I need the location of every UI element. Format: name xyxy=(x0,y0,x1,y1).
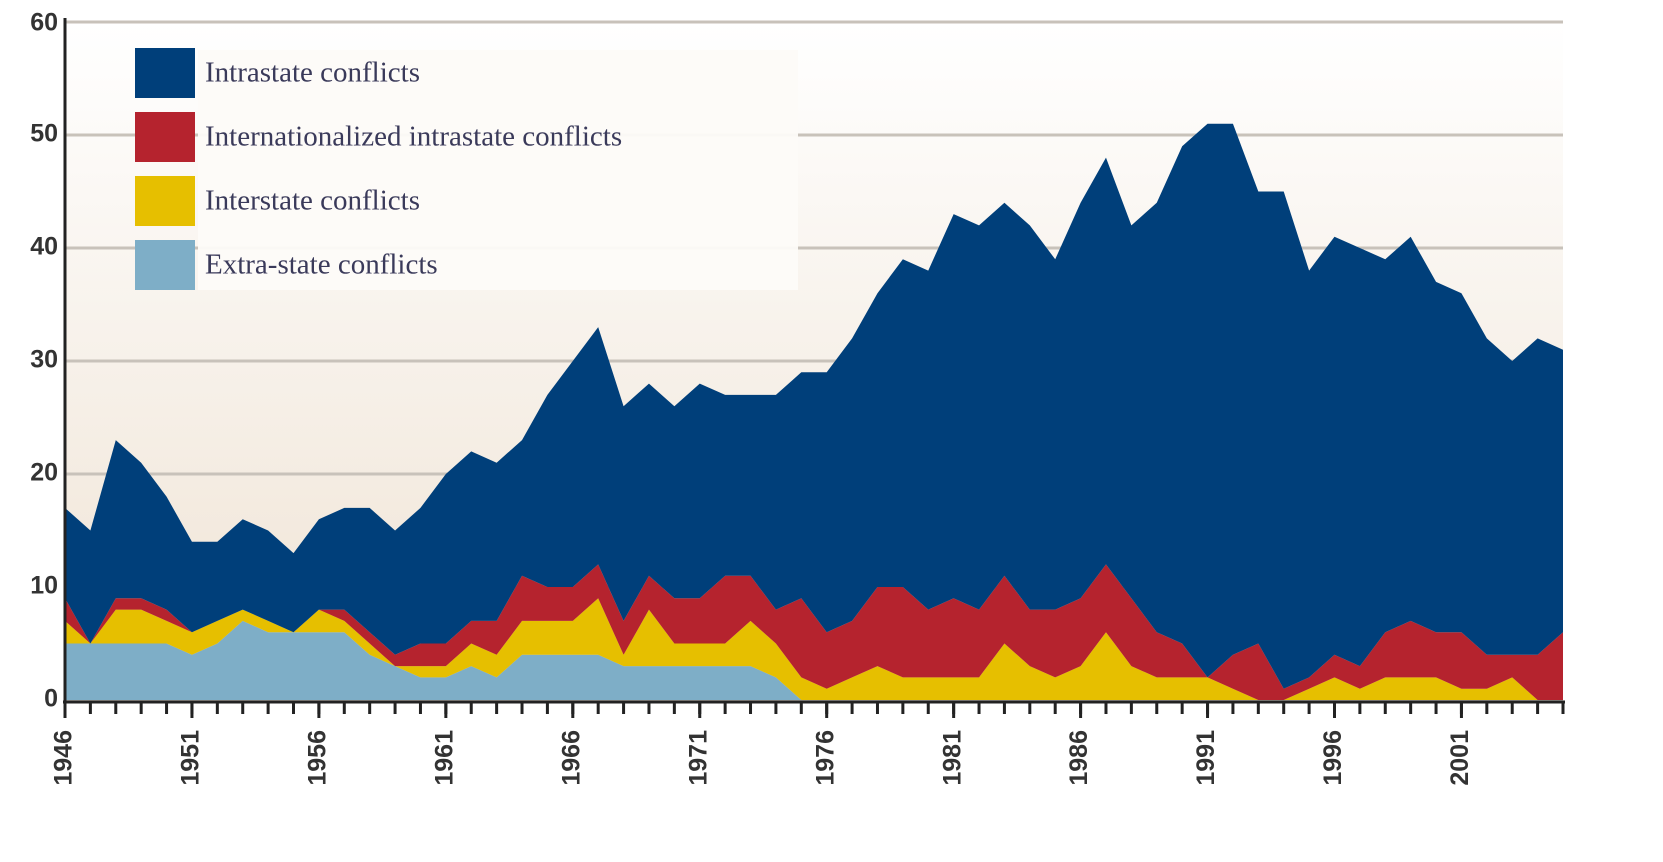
area xyxy=(65,564,1563,700)
legend-swatch xyxy=(135,112,195,162)
x-tick-label: 1986 xyxy=(1065,730,1093,786)
y-tick-label: 20 xyxy=(30,459,58,487)
legend-swatch xyxy=(135,240,195,290)
legend-label: Interstate conflicts xyxy=(205,185,420,217)
y-tick-label: 40 xyxy=(30,233,58,261)
y-tick-label: 30 xyxy=(30,346,58,374)
area xyxy=(65,123,1563,689)
area xyxy=(65,598,1563,700)
x-tick-label: 1951 xyxy=(177,730,205,786)
legend-swatch xyxy=(135,176,195,226)
x-tick-label: 1971 xyxy=(684,730,712,786)
y-tick-label: 0 xyxy=(44,685,58,713)
y-tick-label: 10 xyxy=(30,572,58,600)
x-tick-label: 1976 xyxy=(811,730,839,786)
legend-background xyxy=(198,50,798,290)
x-tick-label: 1991 xyxy=(1192,730,1220,786)
x-tick-label: 1946 xyxy=(50,730,78,786)
legend-label: Extra-state conflicts xyxy=(205,249,438,281)
x-tick-label: 1981 xyxy=(938,730,966,786)
x-tick-label: 2001 xyxy=(1446,730,1474,786)
x-tick-label: 1961 xyxy=(430,730,458,786)
x-tick-label: 1996 xyxy=(1319,730,1347,786)
area xyxy=(65,620,1563,700)
legend-label: Internationalized intrastate conflicts xyxy=(205,121,622,153)
legend-swatch xyxy=(135,48,195,98)
x-tick-label: 1956 xyxy=(304,730,332,786)
x-tick-label: 1966 xyxy=(557,730,585,786)
y-tick-label: 50 xyxy=(30,120,58,148)
y-tick-label: 60 xyxy=(30,9,58,37)
legend-label: Intrastate conflicts xyxy=(205,57,420,89)
